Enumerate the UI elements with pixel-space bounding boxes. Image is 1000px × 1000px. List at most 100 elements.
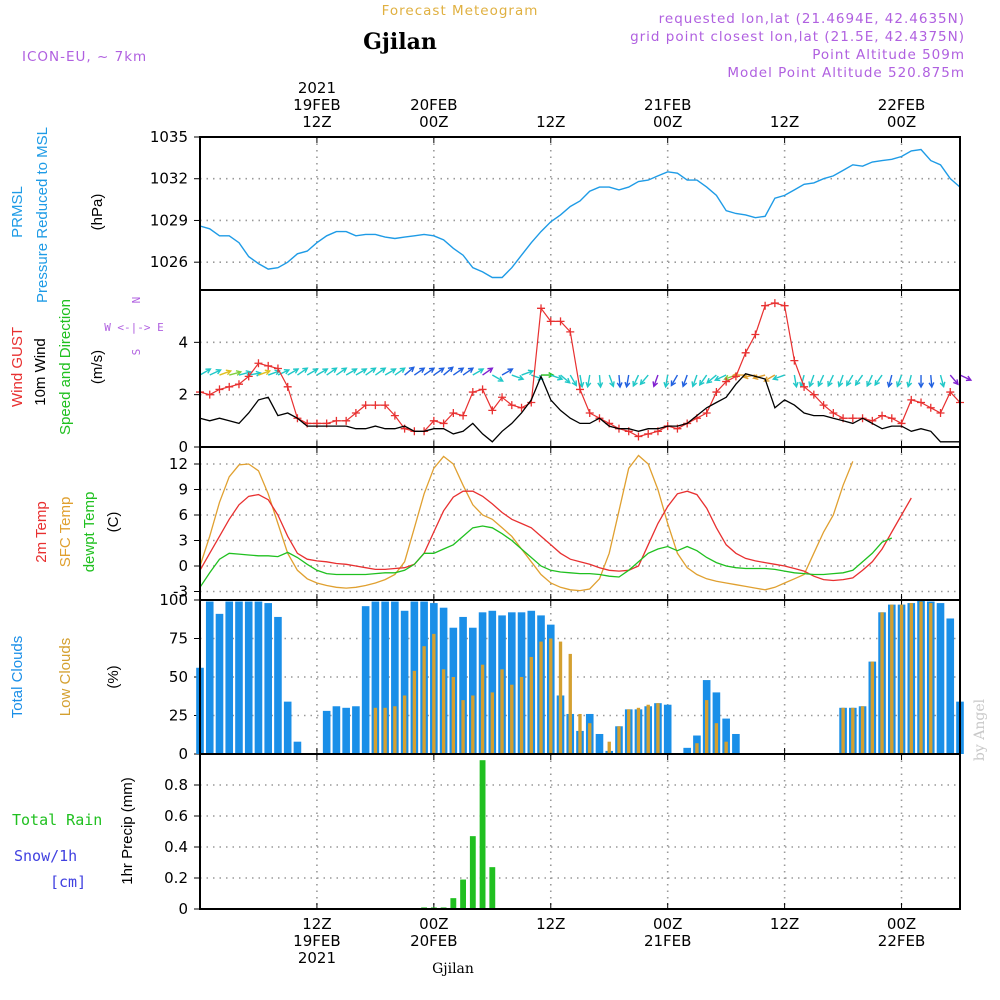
rain-bar xyxy=(460,879,466,909)
gust-marker xyxy=(488,406,497,415)
requested-coords: requested lon,lat (21.4694E, 42.4635N) xyxy=(659,11,965,27)
low-cloud-bar xyxy=(539,641,543,754)
wind-arrow-shaft xyxy=(639,374,649,385)
y-tick-label: 0.2 xyxy=(164,869,188,887)
time-label: 2021 xyxy=(298,949,336,967)
y-tick-label: 1026 xyxy=(150,253,188,271)
wind-arrow-shaft xyxy=(355,368,367,376)
gust-marker xyxy=(644,429,653,438)
wind-arrow-head xyxy=(681,381,688,388)
total-cloud-bar xyxy=(274,616,282,754)
gust-marker xyxy=(712,388,721,397)
gust-marker xyxy=(926,403,935,412)
time-label: 19FEB xyxy=(293,96,340,114)
gust-marker xyxy=(332,416,341,425)
wind-arrow-shaft xyxy=(404,366,415,376)
wind-arrow-shaft xyxy=(949,374,959,385)
clouds-unit: (%) xyxy=(105,665,122,688)
wind-arrow-head xyxy=(624,381,631,389)
y-tick-label: 9 xyxy=(178,481,188,499)
low-cloud-bar xyxy=(656,703,660,754)
wind-arrow xyxy=(209,368,222,376)
gust-marker xyxy=(215,385,224,394)
gust-marker xyxy=(429,416,438,425)
wind-arrow-shaft xyxy=(209,369,221,376)
wind-arrow xyxy=(491,374,504,382)
y-tick-label: 12 xyxy=(169,455,188,473)
y-tick-label: 4 xyxy=(178,333,188,351)
y-tick-label: 0.8 xyxy=(164,776,188,794)
wind-arrow-head xyxy=(458,367,465,373)
low-cloud-bar xyxy=(412,670,417,754)
gust-marker xyxy=(722,377,731,386)
wind-arrow-head xyxy=(419,367,426,373)
sfc-label: SFC Temp xyxy=(57,497,74,568)
wind-arrow-head xyxy=(428,367,436,373)
gust-marker xyxy=(576,385,584,394)
snow-unit-label: [cm] xyxy=(50,873,86,891)
wind-arrow xyxy=(681,374,688,388)
gust-marker xyxy=(439,419,448,428)
wind-arrow-shaft xyxy=(433,367,445,376)
gust-marker xyxy=(751,330,760,339)
rain-bar xyxy=(479,760,486,909)
low-cloud-bar xyxy=(860,706,865,754)
wind-arrow-head xyxy=(331,367,338,373)
wind-arrow-head xyxy=(632,380,638,388)
wind-arrow-shaft xyxy=(560,374,571,384)
wind-arrow-head xyxy=(399,367,406,373)
gust-marker xyxy=(283,382,292,391)
wind-arrow-shaft xyxy=(413,367,425,376)
gust-marker xyxy=(449,408,458,417)
low-cloud-bar xyxy=(480,664,485,754)
wind-arrow-head xyxy=(438,367,445,373)
panel-frame xyxy=(199,446,961,601)
wind-arrow-head xyxy=(854,379,861,387)
wind-unit: (m/s) xyxy=(89,350,106,384)
total-cloud-bar xyxy=(595,733,604,754)
total-cloud-bar xyxy=(663,704,672,754)
speeddir-label: Speed and Direction xyxy=(57,299,74,435)
wind-arrow-shaft xyxy=(930,374,933,388)
wind-arrow-shaft xyxy=(896,374,903,387)
wind-arrow-head xyxy=(713,375,721,382)
wind-arrow-shaft xyxy=(699,374,708,386)
y-tick-label: 0 xyxy=(178,745,188,763)
time-label: 00Z xyxy=(653,113,682,131)
gust-marker xyxy=(361,401,370,410)
time-label: 2021 xyxy=(298,79,336,97)
wind-arrow-head xyxy=(866,380,872,388)
wind-arrow xyxy=(384,368,397,376)
t2m-label: 2m Temp xyxy=(33,501,50,562)
total-cloud-bar xyxy=(683,747,691,754)
low-cloud-bar xyxy=(880,612,884,754)
total-cloud-bar xyxy=(254,601,263,754)
y-tick-label: 25 xyxy=(169,707,188,725)
time-label: 00Z xyxy=(419,113,448,131)
t2m-line xyxy=(199,490,912,582)
wind-arrow-head xyxy=(548,372,555,379)
time-label: 12Z xyxy=(302,113,331,131)
y-tick-label: 50 xyxy=(169,668,188,686)
wind-arrow-head xyxy=(906,381,913,389)
wind-arrow-head xyxy=(467,367,475,373)
wind-arrow-shaft xyxy=(336,367,347,376)
time-label: 22FEB xyxy=(878,96,925,114)
time-label: 20FEB xyxy=(410,932,457,950)
low-cloud-bar xyxy=(549,638,553,754)
wind-arrow-head xyxy=(518,374,525,381)
rain-bar xyxy=(489,867,496,909)
total-cloud-bar xyxy=(352,706,360,754)
wind-arrow xyxy=(394,367,406,376)
wind-arrow-shaft xyxy=(618,374,621,388)
y-tick-label: 100 xyxy=(159,591,188,609)
y-tick-label: 1032 xyxy=(150,170,188,188)
low-cloud-bar xyxy=(929,603,933,754)
wind-arrow-head xyxy=(380,367,387,373)
y-tick-label: 75 xyxy=(169,630,188,648)
model-altitude: Model Point Altitude 520.875m xyxy=(727,65,965,81)
wind-arrow xyxy=(452,367,465,376)
compass-s: S xyxy=(130,349,143,356)
low-cloud-bar xyxy=(461,700,465,754)
